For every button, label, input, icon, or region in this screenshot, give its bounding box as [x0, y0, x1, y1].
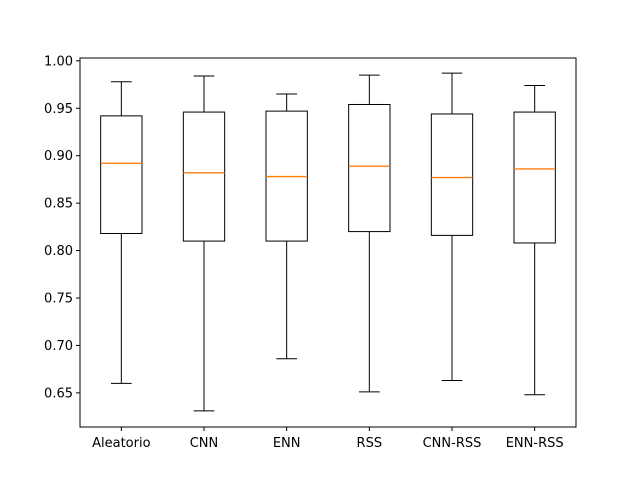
- box-group: [100, 81, 143, 384]
- y-tick-label: 0.80: [44, 244, 73, 259]
- y-tick-label: 0.65: [44, 386, 73, 401]
- y-tick-label: 0.70: [44, 339, 73, 354]
- x-tick-label: ENN-RSS: [506, 436, 564, 451]
- box-group: [513, 85, 556, 396]
- box-group: [265, 93, 308, 360]
- y-axis: 0.65 0.70 0.75 0.80 0.85 0.90 0.95 1.00: [44, 54, 80, 401]
- y-tick-label: 0.85: [44, 197, 73, 212]
- box-group: [348, 74, 391, 393]
- y-tick-label: 0.90: [44, 149, 73, 164]
- axes-frame: [79, 57, 577, 428]
- y-tick-label: 1.00: [44, 54, 73, 69]
- x-tick-label: CNN-RSS: [423, 436, 482, 451]
- box-iqr: [100, 115, 143, 234]
- y-tick-label: 0.75: [44, 291, 73, 306]
- x-axis: Aleatorio CNN ENN RSS CNN-RSS ENN-RSS: [92, 427, 564, 451]
- box-iqr: [182, 111, 226, 242]
- x-tick-label: RSS: [357, 436, 383, 451]
- x-tick-label: Aleatorio: [92, 436, 150, 451]
- x-tick-label: ENN: [273, 436, 301, 451]
- y-tick-label: 0.95: [44, 102, 73, 117]
- box-group: [182, 75, 226, 412]
- box-group: [430, 72, 474, 382]
- box-iqr: [348, 103, 391, 233]
- box-iqr: [513, 111, 556, 244]
- plot-area: [100, 72, 556, 412]
- x-tick-label: CNN: [190, 436, 219, 451]
- box-iqr: [430, 113, 474, 236]
